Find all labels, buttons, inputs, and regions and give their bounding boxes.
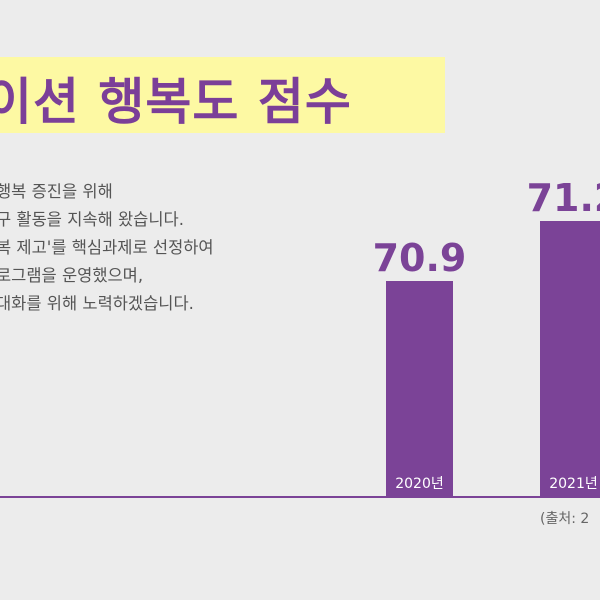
value-label: 71.2 <box>527 176 600 220</box>
description-line: 구 활동을 지속해 왔습니다. <box>0 210 184 229</box>
description-line: 복 제고'를 핵심과제로 선정하여 <box>0 238 214 257</box>
category-label: 2021년 <box>549 476 598 492</box>
title-highlight <box>0 57 445 133</box>
category-label: 2020년 <box>395 476 444 492</box>
bar <box>540 221 600 497</box>
chart-title: 이션 행복도 점수 <box>0 73 352 131</box>
bar <box>386 281 453 497</box>
description: 행복 증진을 위해 구 활동을 지속해 왔습니다. 복 제고'를 핵심과제로 선… <box>0 178 214 318</box>
description-line: 대화를 위해 노력하겠습니다. <box>0 294 194 313</box>
description-line: 로그램을 운영했으며, <box>0 266 144 285</box>
value-label: 70.9 <box>373 236 467 280</box>
source-note: (출처: 2 <box>540 511 590 527</box>
description-line: 행복 증진을 위해 <box>0 182 113 201</box>
